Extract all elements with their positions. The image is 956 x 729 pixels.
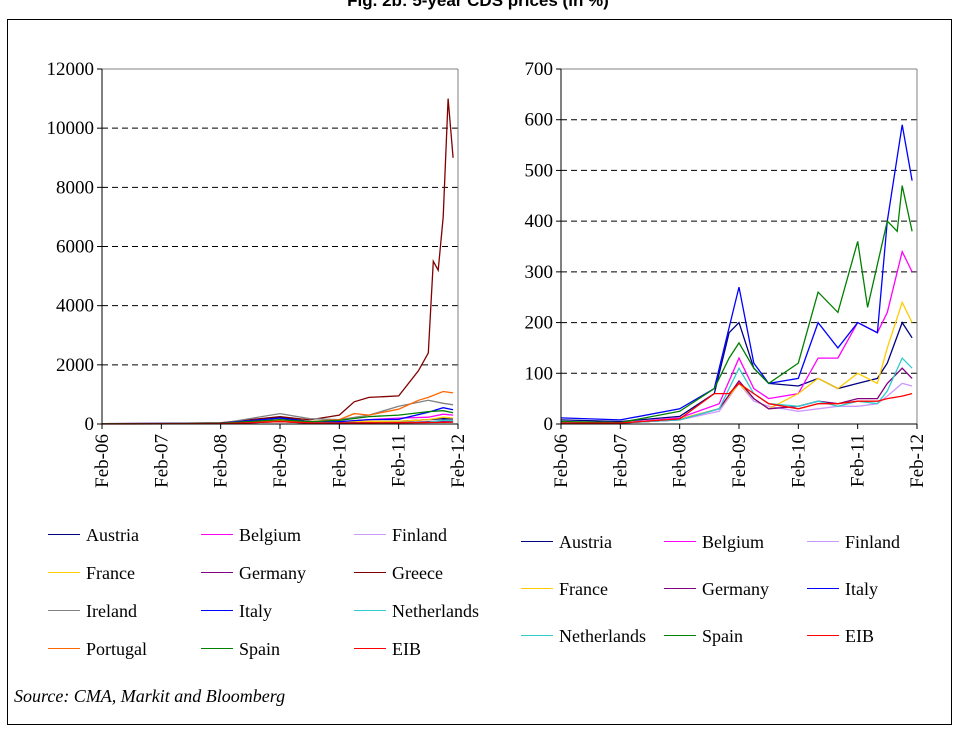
y-tick-label: 8000 xyxy=(56,177,94,198)
legend-swatch xyxy=(201,648,233,649)
legend-swatch xyxy=(354,648,386,649)
legend-swatch xyxy=(521,588,553,589)
x-tick-label: Feb-06 xyxy=(551,434,572,488)
legend-swatch xyxy=(201,572,233,573)
legend-label: Portugal xyxy=(86,639,147,659)
x-tick-label: Feb-06 xyxy=(92,434,113,488)
legend-swatch xyxy=(807,635,839,636)
series-line-italy xyxy=(560,124,913,421)
x-tick-label: Feb-08 xyxy=(670,434,691,488)
legend-label: Austria xyxy=(86,525,139,545)
legend-label: Ireland xyxy=(86,601,137,621)
source-note: Source: CMA, Markit and Bloomberg xyxy=(14,686,286,706)
y-tick-label: 4000 xyxy=(56,296,94,317)
y-tick-label: 0 xyxy=(544,414,554,435)
legend-label: Italy xyxy=(845,579,878,599)
legend-label: Greece xyxy=(392,563,443,583)
chart-right: 0 100 200 300 400 500 600 700 Feb-06 Feb-07 Feb-08… xyxy=(525,59,929,488)
legend-swatch xyxy=(664,541,696,542)
series-line-eib xyxy=(101,420,454,425)
legend-swatch xyxy=(521,635,553,636)
chart-left: 0 2000 4000 6000 8000 10000 12000 Feb-06 Feb-07 F… xyxy=(47,59,470,488)
legend-swatch xyxy=(48,648,80,649)
y-tick-label: 500 xyxy=(525,160,554,181)
series-line-italy xyxy=(101,407,454,425)
y-tick-label: 200 xyxy=(525,313,554,334)
series-line-austria xyxy=(560,321,913,423)
legend-swatch xyxy=(354,534,386,535)
legend-label: Spain xyxy=(239,639,281,659)
legend-swatch xyxy=(201,534,233,535)
x-tick-label: Feb-10 xyxy=(329,434,350,488)
y-tick-label: 10000 xyxy=(47,118,95,139)
legend-swatch xyxy=(48,572,80,573)
legend-label: Spain xyxy=(702,626,744,646)
y-tick-label: 600 xyxy=(525,110,554,131)
legend-label: Belgium xyxy=(239,525,301,545)
y-tick-label: 300 xyxy=(525,262,554,283)
x-tick-label: Feb-11 xyxy=(389,434,410,487)
legend-label: EIB xyxy=(392,639,421,659)
legend-label: Belgium xyxy=(702,532,764,552)
legend-swatch xyxy=(521,541,553,542)
legend-swatch xyxy=(201,610,233,611)
x-tick-label: Feb-07 xyxy=(610,434,631,488)
x-tick-label: Feb-07 xyxy=(151,434,172,488)
x-tick-label: Feb-09 xyxy=(729,434,750,488)
series-line-netherlands xyxy=(561,356,913,424)
y-tick-label: 400 xyxy=(525,211,554,232)
series-line-spain xyxy=(560,185,913,424)
x-tick-label: Feb-09 xyxy=(270,434,291,488)
legend-left: Austria Belgium Finland France Germany Greece… xyxy=(48,525,479,659)
series-line-greece xyxy=(101,98,454,425)
legend-label: EIB xyxy=(845,626,874,646)
legend-label: Netherlands xyxy=(392,601,479,621)
legend-label: Finland xyxy=(392,525,448,545)
legend-label: Austria xyxy=(559,532,612,552)
legend-label: Germany xyxy=(702,579,769,599)
figure-frame xyxy=(7,19,952,725)
figure-title: Fig. 2b: 5-year CDS prices (in %) xyxy=(347,0,609,10)
legend-swatch xyxy=(664,635,696,636)
series-line-portugal xyxy=(101,390,454,425)
x-tick-label: Feb-08 xyxy=(211,434,232,488)
legend-label: France xyxy=(86,563,135,583)
legend-label: Finland xyxy=(845,532,901,552)
series-line-spain xyxy=(101,410,454,425)
legend-swatch xyxy=(48,610,80,611)
y-tick-label: 6000 xyxy=(56,237,94,258)
y-tick-label: 2000 xyxy=(56,355,94,376)
legend-swatch xyxy=(664,588,696,589)
y-tick-label: 100 xyxy=(525,363,554,384)
legend-label: Germany xyxy=(239,563,306,583)
series-line-eib xyxy=(561,382,913,424)
legend-swatch xyxy=(807,541,839,542)
x-tick-label: Feb-12 xyxy=(907,434,928,488)
legend-swatch xyxy=(48,534,80,535)
series-line-ireland xyxy=(101,399,454,425)
y-tick-label: 0 xyxy=(85,414,95,435)
legend-swatch xyxy=(354,610,386,611)
legend-label: Italy xyxy=(239,601,272,621)
legend-swatch xyxy=(807,588,839,589)
y-tick-label: 700 xyxy=(525,59,554,80)
x-tick-label: Feb-10 xyxy=(788,434,809,488)
series-line-finland xyxy=(561,382,913,424)
x-tick-label: Feb-12 xyxy=(448,434,469,488)
legend-label: Netherlands xyxy=(559,626,646,646)
legend-swatch xyxy=(354,572,386,573)
x-tick-label: Feb-11 xyxy=(848,434,869,487)
legend-label: France xyxy=(559,579,608,599)
y-tick-label: 12000 xyxy=(47,59,95,80)
